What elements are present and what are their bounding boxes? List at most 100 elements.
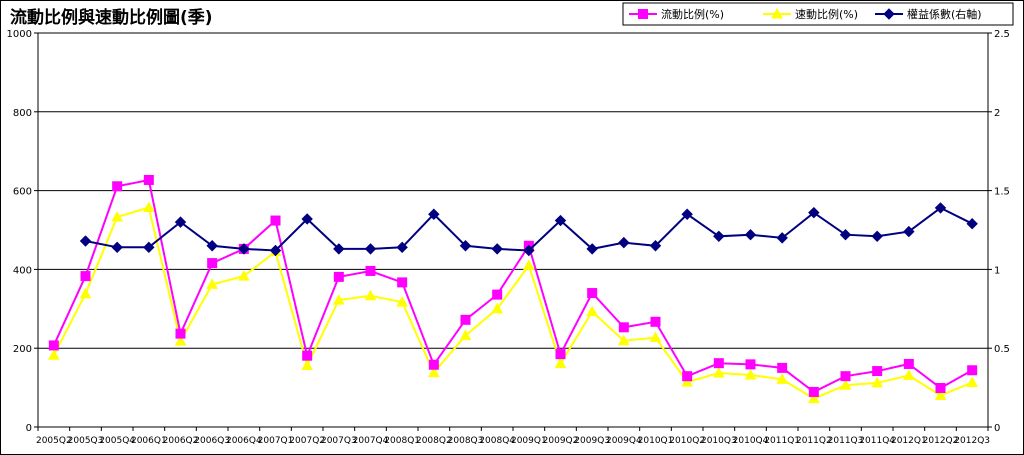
data-point-diamond (523, 244, 535, 257)
x-tick-label: 2012Q3 (954, 436, 990, 446)
series-0 (48, 174, 978, 397)
data-point-triangle (586, 305, 599, 317)
series-layer (47, 174, 979, 404)
data-point-diamond (143, 241, 155, 254)
data-point-square (808, 386, 819, 397)
data-point-square (587, 288, 598, 299)
data-point-diamond (871, 230, 883, 243)
data-point-triangle (396, 296, 409, 307)
data-point-diamond (491, 243, 503, 255)
data-point-triangle (712, 366, 725, 378)
legend-label: 速動比例(%) (795, 7, 858, 21)
x-tick-label: 2008Q2 (416, 436, 452, 446)
data-point-triangle (617, 334, 630, 346)
data-point-diamond (883, 8, 895, 20)
data-point-diamond (206, 240, 218, 252)
x-tick-label: 2011Q1 (764, 436, 800, 446)
x-tick-label: 2006Q4 (226, 436, 262, 446)
y-left-tick-label: 200 (13, 344, 32, 355)
data-point-square (365, 265, 376, 276)
data-point-square (682, 371, 693, 382)
x-tick-label: 2009Q3 (574, 436, 610, 446)
y-right-tick-label: 2 (994, 108, 1000, 119)
data-point-diamond (934, 202, 947, 214)
data-point-triangle (174, 335, 187, 346)
data-point-diamond (333, 243, 345, 255)
data-point-diamond (681, 208, 693, 220)
data-point-diamond (586, 243, 598, 255)
data-point-diamond (364, 243, 377, 255)
x-tick-label: 2005Q3 (68, 436, 104, 446)
data-point-triangle (554, 357, 567, 369)
legend: 流動比例(%) 速動比例(%) 權益係數(右軸) (622, 2, 1014, 26)
y-right-tick-label: 1 (994, 265, 1000, 276)
data-point-triangle (79, 287, 92, 299)
data-point-triangle (902, 369, 915, 380)
y-left-tick-label: 0 (26, 423, 32, 434)
x-tick-label: 2007Q3 (321, 436, 357, 446)
y-right-tick-label: 0 (994, 423, 1000, 434)
data-point-diamond (459, 240, 472, 252)
data-point-square (428, 359, 439, 370)
data-point-diamond (269, 244, 282, 257)
data-point-square (112, 181, 123, 192)
data-point-triangle (522, 259, 535, 270)
data-point-square (460, 314, 471, 325)
data-point-square (48, 340, 59, 351)
legend-label: 權益係數(右軸) (907, 7, 982, 21)
data-point-triangle (681, 376, 694, 387)
data-point-diamond (618, 236, 630, 249)
series-2 (79, 202, 978, 257)
x-tick-label: 2011Q4 (859, 436, 895, 446)
data-point-triangle (47, 349, 60, 360)
data-point-triangle (871, 376, 884, 388)
data-point-diamond (713, 230, 725, 243)
data-point-diamond (428, 208, 440, 220)
data-point-triangle (771, 7, 783, 19)
data-point-diamond (301, 213, 313, 225)
data-point-triangle (744, 368, 757, 380)
data-point-diamond (554, 214, 567, 227)
data-point-diamond (111, 241, 123, 254)
data-point-square (903, 358, 914, 369)
x-tick-label: 2009Q2 (543, 436, 579, 446)
x-tick-label: 2007Q4 (353, 436, 389, 446)
data-point-triangle (839, 379, 852, 390)
data-point-triangle (491, 302, 504, 314)
data-point-triangle (332, 294, 345, 305)
data-point-triangle (206, 278, 219, 289)
data-point-diamond (396, 241, 408, 254)
data-point-triangle (934, 389, 947, 400)
axis-layer: 0200400600800100000.511.522.52005Q22005Q… (7, 29, 1010, 446)
x-tick-label: 2011Q2 (796, 436, 832, 446)
x-tick-label: 2011Q3 (828, 436, 864, 446)
x-tick-label: 2008Q4 (479, 436, 515, 446)
data-point-square (935, 382, 946, 393)
data-point-square (397, 277, 408, 288)
data-point-square (302, 350, 313, 361)
x-tick-label: 2005Q2 (36, 436, 72, 446)
data-point-square (143, 174, 154, 185)
data-point-diamond (808, 206, 820, 219)
data-point-triangle (776, 373, 789, 384)
x-tick-label: 2007Q2 (289, 436, 325, 446)
y-left-tick-label: 600 (13, 187, 32, 198)
data-point-triangle (649, 331, 662, 343)
x-tick-label: 2008Q3 (448, 436, 484, 446)
data-point-square (840, 371, 851, 382)
data-point-square (492, 289, 503, 300)
legend-box (622, 2, 1014, 26)
data-point-triangle (237, 270, 250, 281)
x-tick-label: 2005Q4 (99, 436, 135, 446)
y-right-tick-label: 0.5 (994, 344, 1010, 355)
x-tick-label: 2006Q1 (131, 436, 167, 446)
data-point-square (175, 328, 186, 339)
data-point-square (872, 366, 883, 377)
y-right-tick-label: 1.5 (994, 187, 1010, 198)
data-point-square (713, 358, 724, 369)
data-point-square (745, 359, 756, 370)
y-left-tick-label: 1000 (7, 29, 32, 40)
x-tick-label: 2010Q2 (669, 436, 705, 446)
data-point-triangle (459, 329, 472, 341)
